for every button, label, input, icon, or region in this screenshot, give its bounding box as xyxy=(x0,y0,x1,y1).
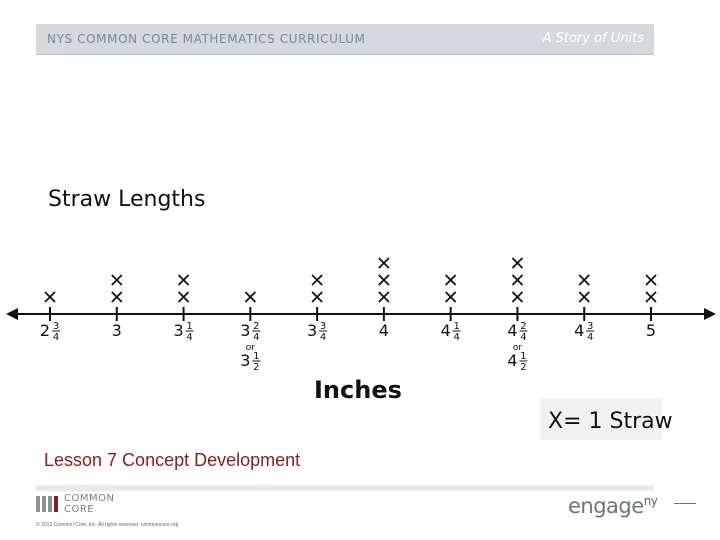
copyright-text: © 2012 Common Core, Inc. All rights rese… xyxy=(36,522,179,528)
x-mark xyxy=(311,291,323,303)
x-mark xyxy=(177,291,190,303)
footer-divider xyxy=(36,485,654,491)
curriculum-title: NYS COMMON CORE MATHEMATICS CURRICULUM xyxy=(47,32,366,46)
tick-label-alt-7-den: 2 xyxy=(520,362,526,373)
tick-label-9: 5 xyxy=(646,321,656,340)
tick-label-alt-3-whole: 3 xyxy=(240,351,250,370)
x-mark xyxy=(378,274,390,286)
tick-label-alt-7-whole: 4 xyxy=(507,351,517,370)
legend-text: X= 1 Straw xyxy=(548,409,673,434)
x-mark xyxy=(378,291,390,303)
x-mark xyxy=(244,291,256,303)
tick-label-4-whole: 3 xyxy=(307,321,317,340)
left-arrow-icon xyxy=(6,308,18,320)
tick-label-2-whole: 3 xyxy=(173,321,183,340)
x-mark xyxy=(645,274,657,286)
x-mark xyxy=(645,291,657,303)
x-mark xyxy=(111,274,123,286)
brand-sup: ny xyxy=(643,494,658,508)
tick-label-3-whole: 3 xyxy=(240,321,250,340)
tick-label-5: 4 xyxy=(379,321,389,340)
tick-label-3-den: 4 xyxy=(253,332,259,343)
tick-label-6-den: 4 xyxy=(453,332,459,343)
series-title: A Story of Units xyxy=(542,31,644,46)
x-mark xyxy=(511,257,524,269)
tick-label-alt-3-den: 2 xyxy=(253,362,259,373)
x-mark xyxy=(511,291,524,303)
tick-label-0-den: 4 xyxy=(53,332,59,343)
tick-label-alt-7-num: 1 xyxy=(520,351,526,362)
lesson-title: Lesson 7 Concept Development xyxy=(44,450,301,470)
common-core-logo-icon xyxy=(36,496,58,512)
brand-text: engage xyxy=(568,494,644,518)
tick-label-2-den: 4 xyxy=(186,332,192,343)
x-mark xyxy=(311,274,323,286)
tick-label-3-num: 2 xyxy=(253,321,259,332)
tick-label-8-den: 4 xyxy=(587,332,593,343)
x-mark xyxy=(578,274,590,286)
x-mark xyxy=(445,291,457,303)
plot-title: Straw Lengths xyxy=(48,187,205,212)
tick-label-7-den: 4 xyxy=(520,332,526,343)
right-arrow-icon xyxy=(704,308,716,320)
engageny-logo: engageny xyxy=(568,494,658,518)
tick-label-0-whole: 2 xyxy=(40,321,50,340)
header-bar: NYS COMMON CORE MATHEMATICS CURRICULUM A… xyxy=(36,24,654,55)
tick-label-or-7: or xyxy=(513,343,523,353)
legend-box xyxy=(540,398,662,440)
x-mark xyxy=(111,291,123,303)
tick-label-or-3: or xyxy=(246,343,256,353)
tick-label-6-num: 1 xyxy=(453,321,459,332)
x-mark xyxy=(511,274,524,286)
tick-label-8-whole: 4 xyxy=(574,321,584,340)
tick-label-4-num: 3 xyxy=(320,321,326,332)
x-mark xyxy=(177,274,190,286)
footer-endline xyxy=(674,503,696,504)
x-mark xyxy=(578,291,590,303)
tick-label-alt-3-num: 1 xyxy=(253,351,259,362)
tick-label-4-den: 4 xyxy=(320,332,326,343)
x-mark xyxy=(445,274,457,286)
common-core-wordmark: COMMON CORE xyxy=(64,493,114,515)
x-mark xyxy=(378,257,390,269)
x-axis-label: Inches xyxy=(314,376,402,404)
tick-label-8-num: 3 xyxy=(587,321,593,332)
x-mark xyxy=(44,291,56,303)
tick-label-0-num: 3 xyxy=(53,321,59,332)
tick-label-2-num: 1 xyxy=(186,321,192,332)
tick-label-7-whole: 4 xyxy=(507,321,517,340)
wordmark-line2: CORE xyxy=(64,504,95,515)
tick-label-1: 3 xyxy=(112,321,122,340)
tick-label-6-whole: 4 xyxy=(441,321,451,340)
wordmark-line1: COMMON xyxy=(64,493,115,504)
tick-label-7-num: 2 xyxy=(520,321,526,332)
